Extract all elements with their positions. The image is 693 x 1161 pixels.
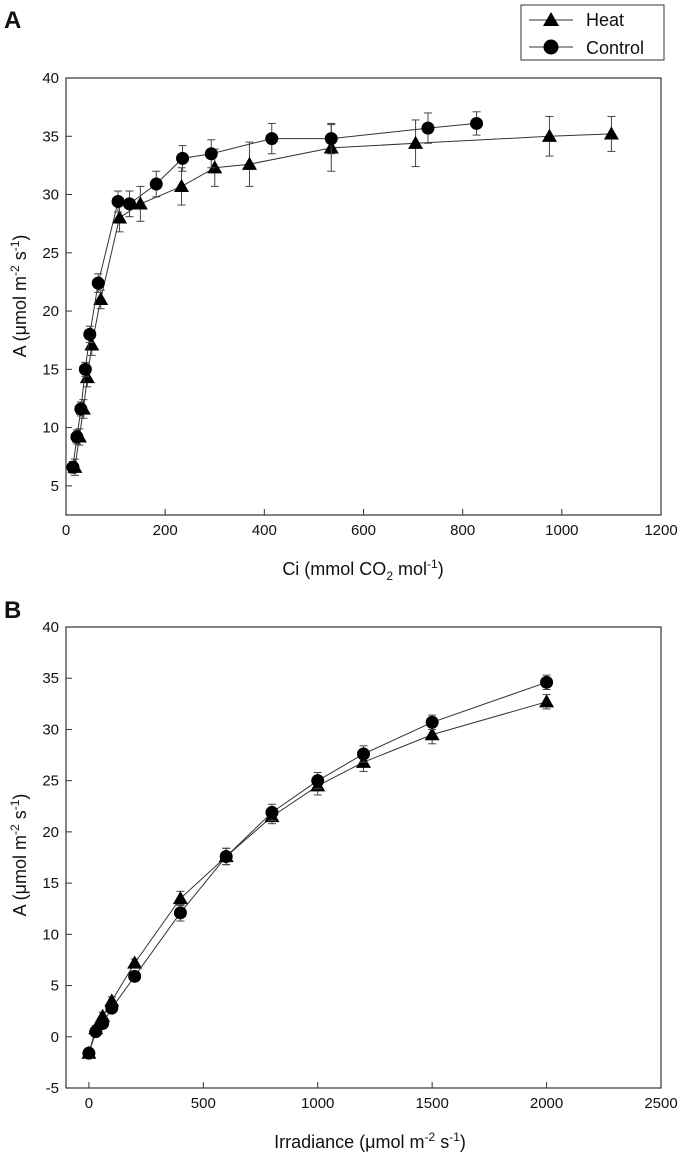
legend-item-heat: Heat bbox=[529, 10, 624, 30]
y-tick-label-a: 40 bbox=[42, 70, 59, 87]
series-line-heat-b bbox=[88, 701, 547, 1054]
panel-b-letter: B bbox=[4, 597, 21, 624]
legend: Heat Control bbox=[520, 4, 665, 61]
y-tick-label-b: 0 bbox=[51, 1029, 59, 1046]
panel-b: B 0 500 1000 1500 2000 2500 -5 0 5 10 15 20 25 30 35 40… bbox=[4, 597, 678, 1152]
point-heat-a bbox=[93, 291, 109, 306]
legend-heat-marker bbox=[543, 12, 559, 26]
point-heat-b bbox=[539, 694, 555, 708]
point-heat-a bbox=[541, 128, 557, 142]
point-control-b bbox=[128, 969, 142, 983]
y-tick-label-b: 15 bbox=[42, 875, 59, 892]
point-control-b bbox=[311, 774, 325, 788]
series-line-control-a bbox=[72, 122, 477, 468]
y-tick-label-a: 10 bbox=[42, 420, 59, 437]
x-tick-label-a: 800 bbox=[450, 522, 475, 539]
x-tick-label-a: 0 bbox=[62, 522, 70, 539]
x-tick-label-b: 2500 bbox=[644, 1095, 677, 1112]
plot-area-a bbox=[65, 77, 662, 516]
point-control-a bbox=[74, 402, 88, 416]
y-tick-label-b: 25 bbox=[42, 773, 59, 790]
y-tick-label-b: 30 bbox=[42, 721, 59, 738]
x-tick-label-a: 400 bbox=[252, 522, 277, 539]
point-control-a bbox=[176, 151, 190, 165]
series-b bbox=[81, 674, 555, 1060]
y-tick-label-b: -5 bbox=[46, 1080, 59, 1097]
y-tick-label-b: 5 bbox=[51, 978, 59, 995]
point-control-a bbox=[91, 276, 105, 290]
x-tick-label-b: 1500 bbox=[415, 1095, 448, 1112]
x-tick-label-a: 1200 bbox=[644, 522, 677, 539]
point-control-a bbox=[111, 195, 125, 209]
y-tick-label-a: 20 bbox=[42, 303, 59, 320]
point-control-a bbox=[78, 362, 92, 376]
axes-b: 0 500 1000 1500 2000 2500 -5 0 5 10 15 20 25 30 35 40 bbox=[42, 619, 677, 1112]
point-heat-a bbox=[408, 135, 424, 149]
x-tick-label-a: 200 bbox=[153, 522, 178, 539]
point-control-a bbox=[149, 177, 163, 191]
point-control-a bbox=[70, 430, 84, 444]
x-tick-label-b: 1000 bbox=[301, 1095, 334, 1112]
point-control-a bbox=[470, 116, 484, 130]
y-tick-label-a: 35 bbox=[42, 128, 59, 145]
y-tick-label-a: 15 bbox=[42, 361, 59, 378]
point-control-a bbox=[83, 327, 97, 341]
point-heat-b bbox=[172, 890, 188, 905]
point-heat-a bbox=[241, 156, 257, 170]
legend-item-control: Control bbox=[529, 38, 644, 58]
point-heat-a bbox=[603, 126, 619, 140]
y-tick-label-a: 25 bbox=[42, 245, 59, 262]
x-tick-label-b: 2000 bbox=[530, 1095, 563, 1112]
y-tick-label-b: 20 bbox=[42, 824, 59, 841]
point-heat-a bbox=[207, 160, 223, 174]
point-control-a bbox=[122, 197, 136, 211]
x-tick-label-b: 0 bbox=[85, 1095, 93, 1112]
point-heat-a bbox=[112, 210, 128, 224]
legend-control-label: Control bbox=[586, 38, 644, 58]
panel-a: A Heat Control 0 200 400 600 800 1000 1200 5 10 1… bbox=[4, 4, 678, 583]
x-axis-title-a: Ci (mmol CO2 mol-1) bbox=[282, 557, 443, 583]
x-axis-title-b: Irradiance (μmol m-2 s-1) bbox=[274, 1130, 466, 1152]
point-control-a bbox=[204, 147, 218, 161]
y-tick-label-a: 30 bbox=[42, 187, 59, 204]
point-heat-a bbox=[174, 178, 190, 193]
series-a bbox=[66, 111, 619, 476]
point-heat-b bbox=[127, 955, 143, 969]
point-control-b bbox=[425, 715, 439, 729]
x-tick-label-b: 500 bbox=[191, 1095, 216, 1112]
y-tick-label-b: 40 bbox=[42, 619, 59, 636]
y-axis-title-a: A (μmol m-2 s-1) bbox=[8, 235, 30, 358]
legend-heat-label: Heat bbox=[586, 10, 624, 30]
point-control-b bbox=[82, 1046, 96, 1060]
point-control-a bbox=[421, 121, 435, 135]
point-control-a bbox=[66, 460, 80, 474]
point-control-b bbox=[540, 675, 554, 689]
point-control-b bbox=[219, 849, 233, 863]
y-tick-label-b: 10 bbox=[42, 926, 59, 943]
point-control-b bbox=[105, 1001, 119, 1015]
y-tick-label-a: 5 bbox=[51, 478, 59, 495]
x-tick-label-a: 1000 bbox=[545, 522, 578, 539]
point-control-b bbox=[357, 747, 370, 761]
axes-a: 0 200 400 600 800 1000 1200 5 10 15 20 25 30 35 40 bbox=[42, 70, 677, 539]
legend-control-marker bbox=[543, 39, 559, 55]
series-line-control-b bbox=[88, 681, 547, 1054]
panel-a-letter: A bbox=[4, 7, 21, 34]
point-control-b bbox=[96, 1016, 110, 1030]
point-control-b bbox=[265, 805, 279, 819]
point-control-a bbox=[265, 132, 279, 146]
x-tick-label-a: 600 bbox=[351, 522, 376, 539]
point-control-b bbox=[173, 906, 187, 920]
point-heat-a bbox=[132, 196, 148, 210]
y-tick-label-b: 35 bbox=[42, 670, 59, 687]
point-control-a bbox=[324, 132, 338, 146]
plot-area-b bbox=[65, 626, 662, 1089]
y-axis-title-b: A (μmol m-2 s-1) bbox=[8, 794, 30, 917]
point-heat-b bbox=[424, 727, 440, 741]
